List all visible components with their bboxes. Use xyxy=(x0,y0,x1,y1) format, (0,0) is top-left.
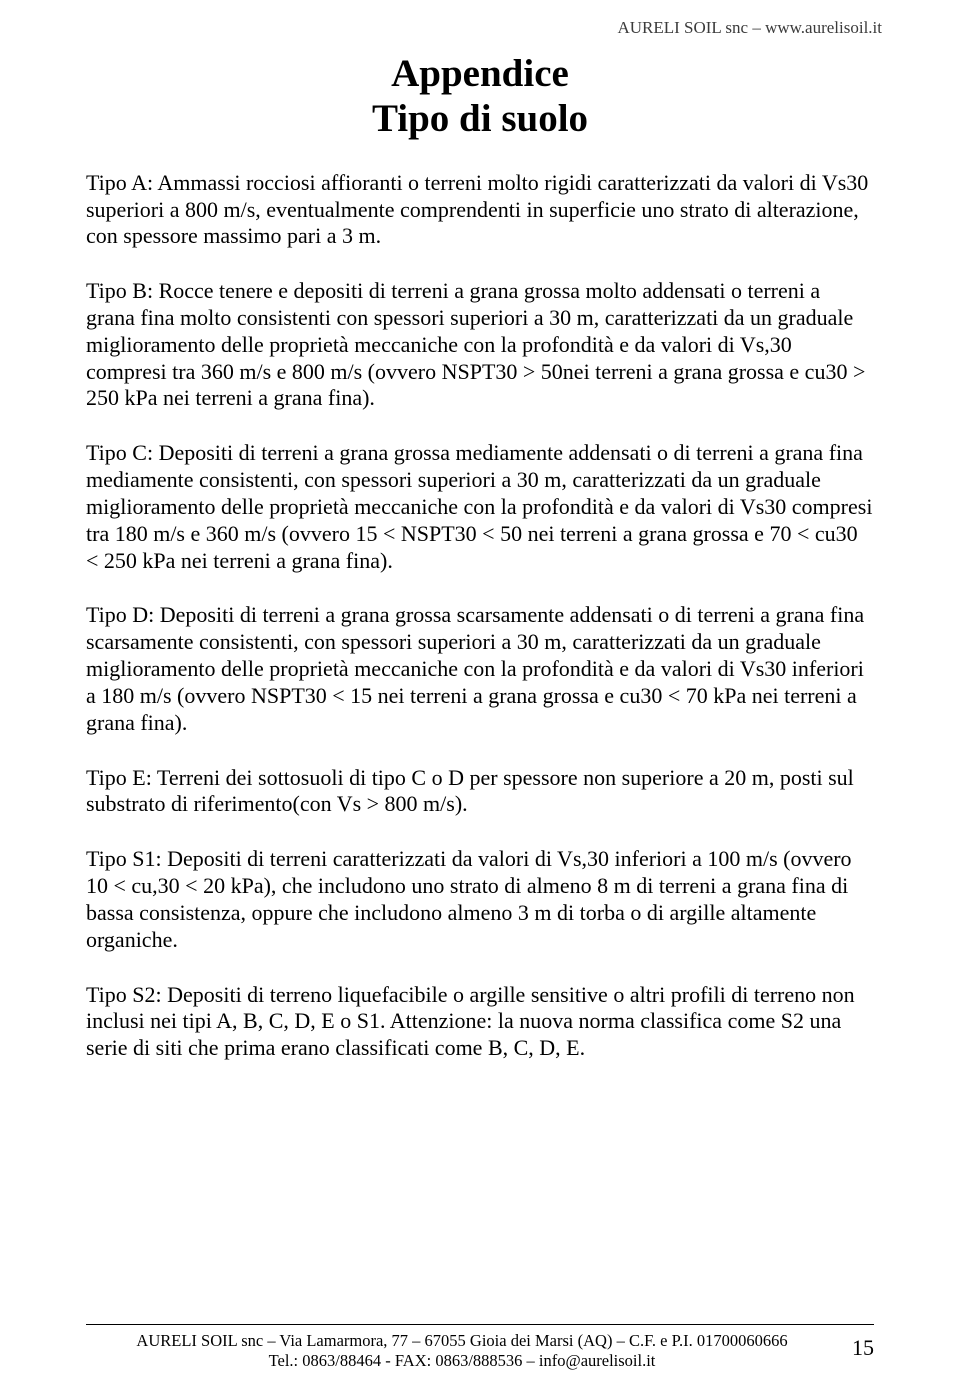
page-footer: AURELI SOIL snc – Via Lamarmora, 77 – 67… xyxy=(86,1324,874,1372)
paragraph-tipo-c: Tipo C: Depositi di terreni a grana gros… xyxy=(86,440,874,574)
paragraph-tipo-b: Tipo B: Rocce tenere e depositi di terre… xyxy=(86,278,874,412)
footer-line-2: Tel.: 0863/88464 - FAX: 0863/888536 – in… xyxy=(269,1351,656,1370)
footer-inner: AURELI SOIL snc – Via Lamarmora, 77 – 67… xyxy=(86,1331,874,1372)
paragraph-tipo-a: Tipo A: Ammassi rocciosi affioranti o te… xyxy=(86,170,874,250)
paragraph-tipo-s1: Tipo S1: Depositi di terreni caratterizz… xyxy=(86,846,874,953)
footer-line-1: AURELI SOIL snc – Via Lamarmora, 77 – 67… xyxy=(136,1331,787,1350)
title-line-1: Appendice xyxy=(391,52,569,95)
paragraph-tipo-e: Tipo E: Terreni dei sottosuoli di tipo C… xyxy=(86,765,874,819)
paragraph-tipo-s2: Tipo S2: Depositi di terreno liquefacibi… xyxy=(86,982,874,1062)
page-number: 15 xyxy=(838,1331,874,1361)
footer-text-block: AURELI SOIL snc – Via Lamarmora, 77 – 67… xyxy=(86,1331,838,1372)
paragraph-tipo-d: Tipo D: Depositi di terreni a grana gros… xyxy=(86,602,874,736)
document-page: AURELI SOIL snc – www.aurelisoil.it Appe… xyxy=(0,0,960,1396)
appendix-title: Appendice Tipo di suolo xyxy=(86,52,874,142)
page-header-right: AURELI SOIL snc – www.aurelisoil.it xyxy=(86,18,882,38)
title-line-2: Tipo di suolo xyxy=(372,97,588,140)
